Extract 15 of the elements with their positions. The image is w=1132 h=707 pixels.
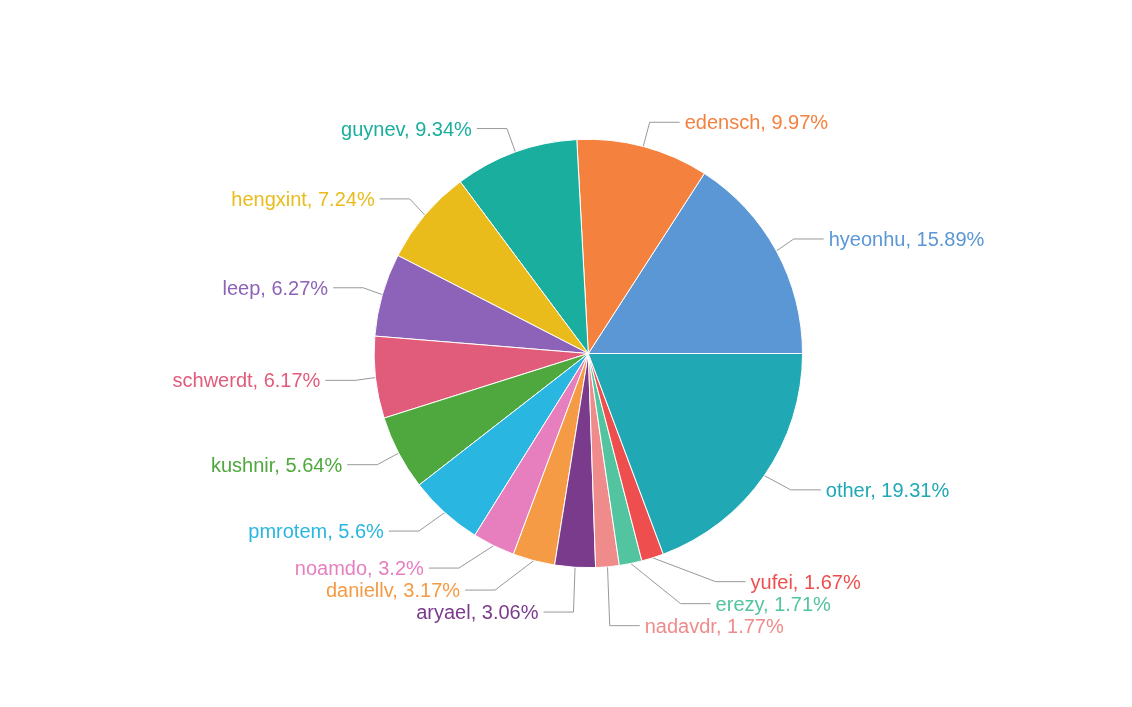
slice-label: edensch, 9.97%: [684, 111, 829, 134]
slice-label: hyeonhu, 15.89%: [828, 228, 985, 250]
slice-label: leep, 6.27%: [222, 276, 329, 299]
slice-label: nadavdr, 1.77%: [644, 614, 784, 637]
slice-label: pmrotem, 5.6%: [248, 520, 385, 543]
slice-label: kushnir, 5.64%: [210, 453, 343, 476]
slice-label: aryael, 3.06%: [416, 601, 539, 624]
slice-label: yufei, 1.67%: [750, 570, 861, 593]
slice-label: schwerdt, 6.17%: [172, 369, 321, 392]
slice-label: noamdo, 3.2%: [294, 557, 425, 580]
slice-label: other, 19.31%: [825, 478, 950, 501]
slice-label: guynev, 9.34%: [341, 117, 473, 140]
slice-label: hengxint, 7.24%: [231, 187, 375, 210]
slice-label: erezy, 1.71%: [715, 592, 832, 615]
slice-label: daniellv, 3.17%: [325, 579, 461, 602]
